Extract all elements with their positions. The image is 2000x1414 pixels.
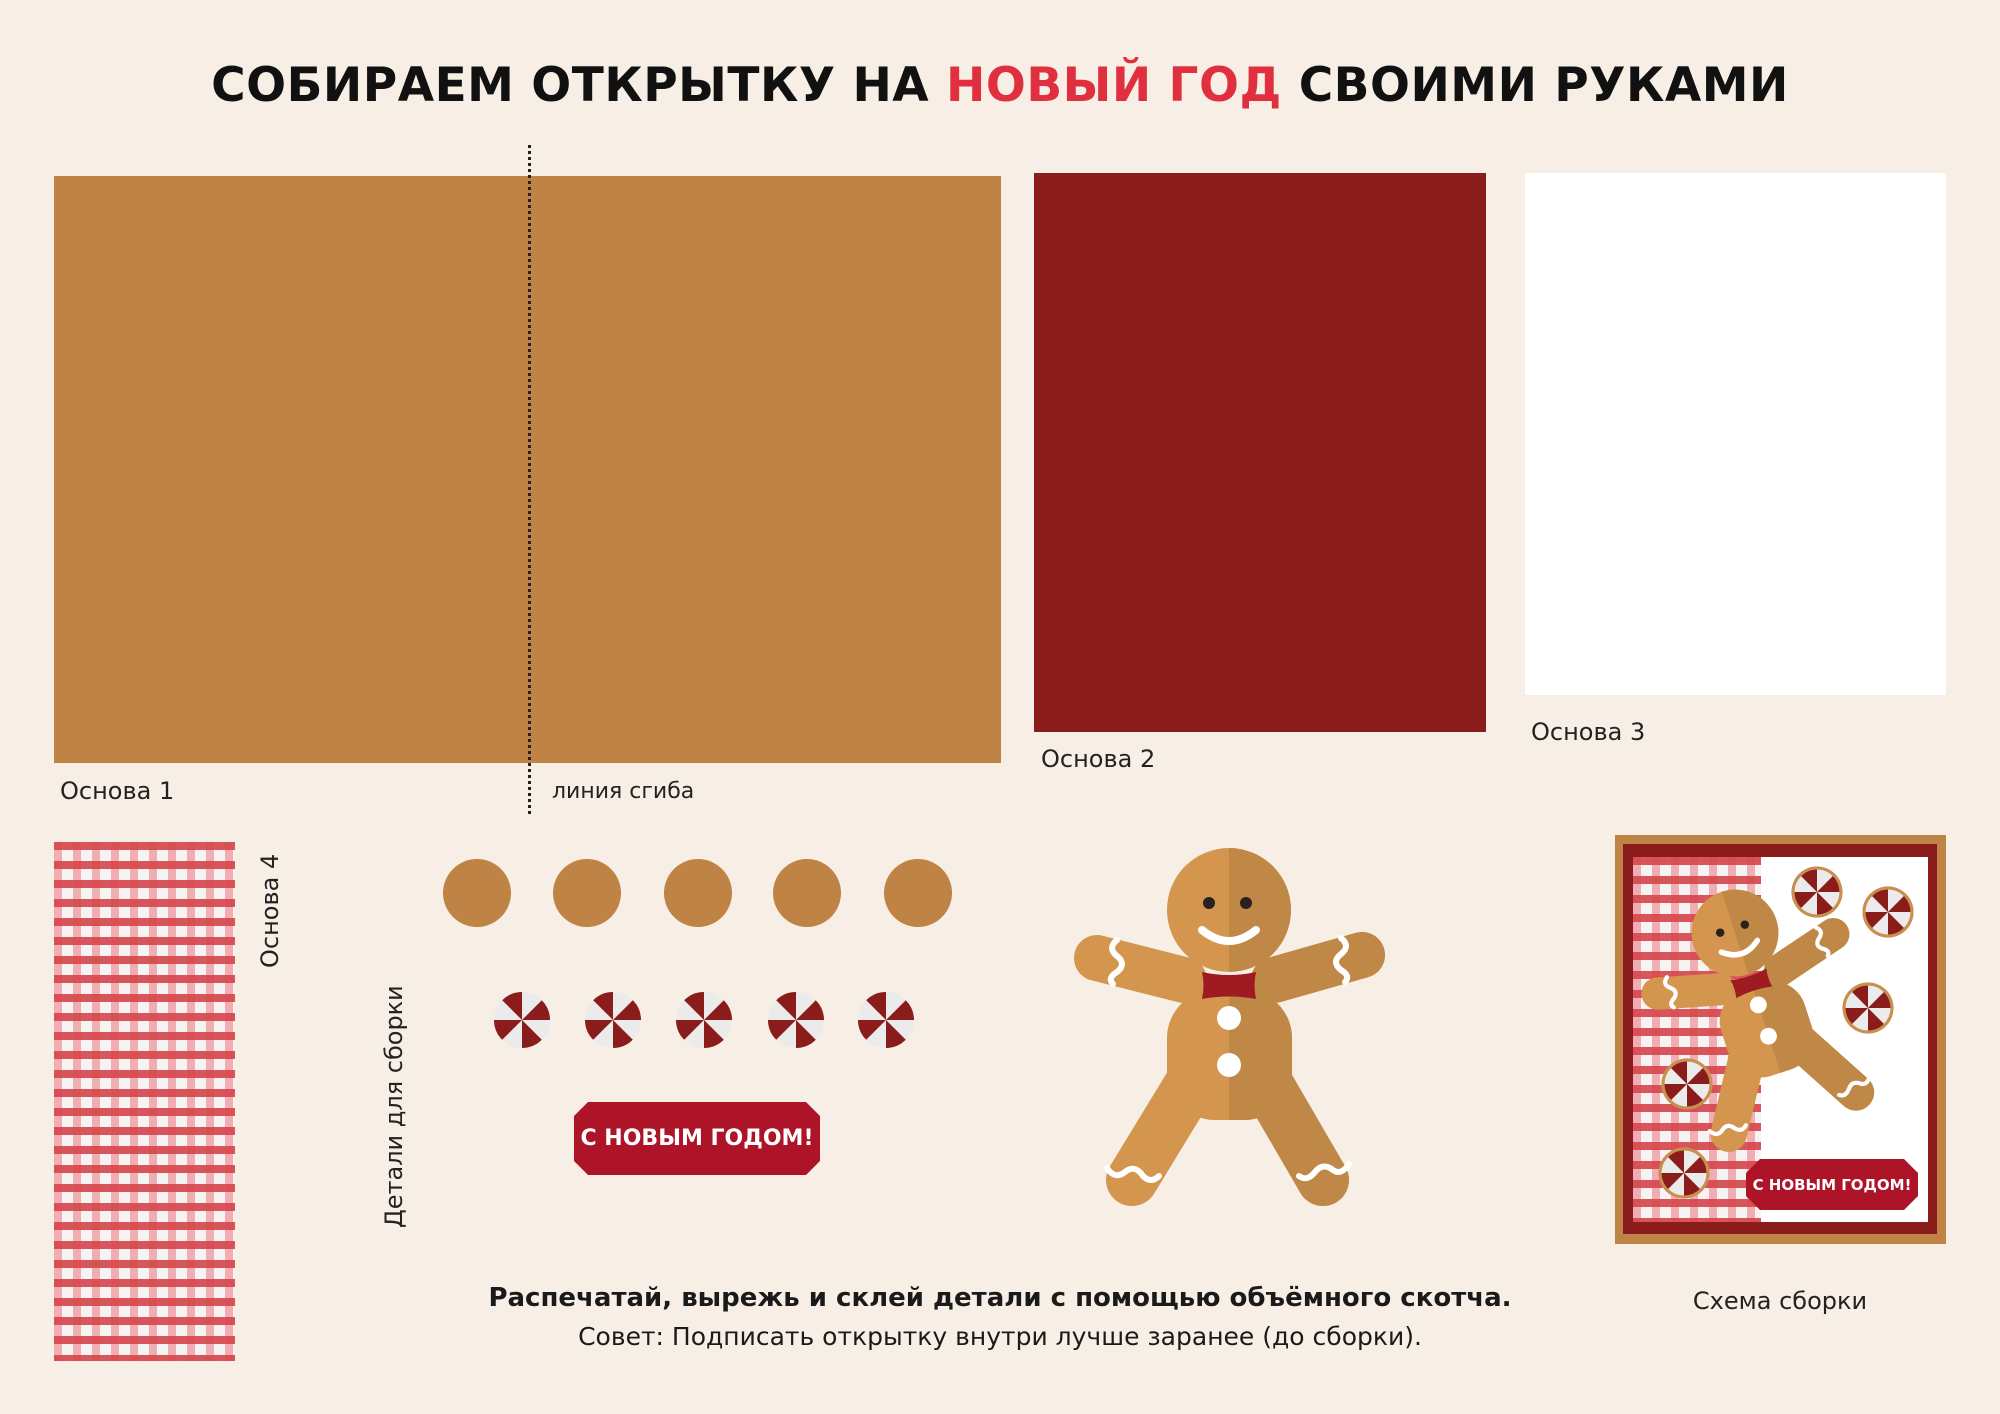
base-2-label: Основа 2 (1041, 745, 1156, 773)
peppermint-candies (494, 992, 914, 1048)
page-title: СОБИРАЕМ ОТКРЫТКУ НА НОВЫЙ ГОД СВОИМИ РУ… (211, 58, 1789, 113)
tan-circles (443, 859, 952, 927)
tan-circle (553, 859, 621, 927)
base-2 (1034, 173, 1486, 732)
title-accent: НОВЫЙ ГОД (946, 58, 1282, 113)
peppermint-candy-icon (494, 992, 550, 1048)
peppermint-candy-icon (858, 992, 914, 1048)
base-1 (54, 176, 1001, 763)
tan-circle (443, 859, 511, 927)
fold-line-label: линия сгиба (552, 779, 695, 804)
instructions-tip: Совет: Подписать открытку внутри лучше з… (578, 1322, 1422, 1351)
peppermint-candy-icon (585, 992, 641, 1048)
base-3 (1525, 173, 1946, 695)
schema-greeting-tag: С НОВЫМ ГОДОМ! (1746, 1159, 1918, 1210)
peppermint-candy-icon (768, 992, 824, 1048)
base-3-label: Основа 3 (1531, 718, 1646, 746)
fold-line (528, 145, 531, 814)
tan-circle (773, 859, 841, 927)
gingerbread-man-icon (1097, 848, 1362, 1180)
peppermint-candy-icon (676, 992, 732, 1048)
tan-circle (664, 859, 732, 927)
greeting-tag: С НОВЫМ ГОДОМ! (574, 1102, 820, 1175)
instructions-main: Распечатай, вырежь и склей детали с помо… (488, 1283, 1512, 1313)
schema-candies (1658, 866, 1914, 1199)
tan-circle (884, 859, 952, 927)
base-4 (54, 842, 235, 1361)
schema-label: Схема сборки (1692, 1287, 1868, 1315)
base-1-label: Основа 1 (60, 777, 175, 805)
